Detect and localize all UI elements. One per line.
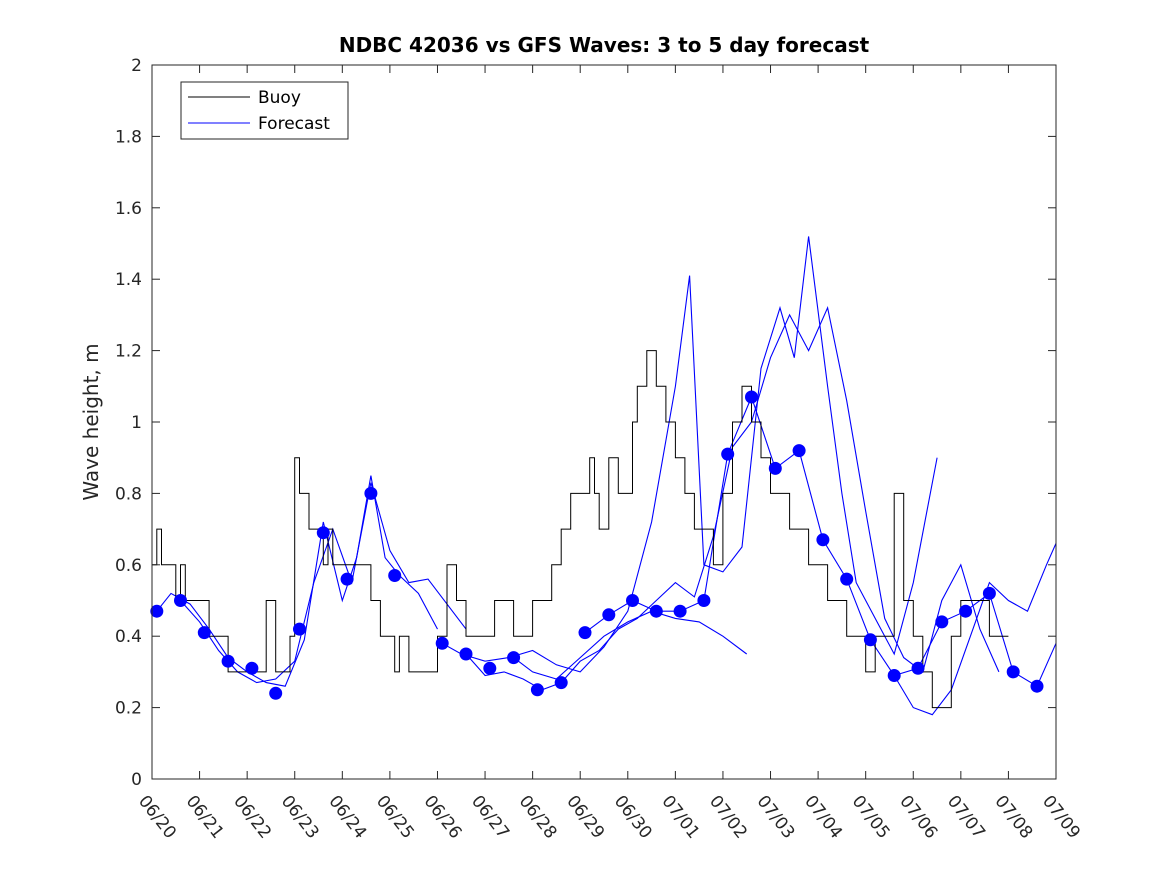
chart-title: NDBC 42036 vs GFS Waves: 3 to 5 day fore… (339, 33, 870, 57)
forecast-series-line (441, 236, 938, 673)
forecast-point (602, 608, 616, 622)
y-tick-label: 1.4 (115, 270, 142, 290)
buoy-series-line (152, 350, 1009, 709)
x-tick-label: 07/07 (943, 792, 989, 843)
y-tick-label: 0 (131, 770, 142, 790)
forecast-point (745, 390, 758, 404)
y-tick-label: 1 (131, 413, 142, 433)
x-tick-label: 06/27 (467, 792, 513, 843)
x-tick-label: 06/25 (372, 792, 418, 843)
forecast-point (792, 444, 806, 458)
forecast-point (578, 626, 592, 640)
x-tick-label: 07/01 (657, 792, 703, 843)
forecast-point (459, 647, 473, 661)
y-tick-label: 2 (131, 56, 142, 76)
forecast-series-line (513, 610, 748, 680)
x-tick-label: 06/28 (515, 792, 561, 843)
y-axis: 0 0.2 0.4 0.6 0.8 1 1.2 1.4 1.6 1.8 2 (115, 56, 1056, 790)
forecast-point (530, 683, 544, 697)
forecast-point (935, 615, 949, 629)
forecast-point (316, 526, 330, 540)
y-tick-label: 0.6 (115, 556, 142, 576)
y-tick-label: 0.8 (115, 484, 142, 504)
forecast-point (174, 594, 187, 607)
forecast-point (340, 572, 354, 586)
x-tick-label: 07/09 (1038, 792, 1084, 843)
legend-box (180, 81, 349, 140)
x-tick-label: 06/29 (562, 792, 608, 843)
forecast-point (911, 661, 925, 675)
y-tick-label: 0.4 (115, 627, 142, 647)
forecast-point (887, 669, 901, 682)
forecast-point (293, 622, 306, 636)
x-tick-label: 06/26 (420, 792, 466, 843)
x-tick-label: 07/04 (800, 792, 846, 843)
legend-forecast-label: Forecast (258, 114, 330, 134)
x-tick-label: 06/21 (182, 792, 228, 843)
y-tick-label: 1.2 (115, 342, 142, 362)
x-tick-label: 06/20 (134, 792, 180, 843)
x-tick-label: 06/24 (324, 792, 370, 843)
x-tick-label: 07/06 (895, 792, 941, 843)
forecast-point (554, 676, 568, 690)
x-tick-label: 07/05 (848, 792, 894, 843)
forecast-point (483, 661, 497, 675)
forecast-series-line (465, 306, 1000, 691)
forecast-point (959, 604, 973, 618)
forecast-point (626, 594, 639, 607)
forecast-point (768, 461, 782, 475)
forecast-point (721, 447, 735, 461)
y-axis-label: Wave height, m (79, 343, 103, 500)
x-tick-label: 06/23 (277, 792, 323, 843)
forecast-point (1006, 665, 1020, 679)
forecast-point (649, 604, 663, 618)
forecast-point (269, 686, 283, 700)
forecast-point (435, 636, 449, 650)
forecast-point (197, 626, 211, 640)
forecast-series-line (156, 475, 438, 687)
forecast-point (1030, 679, 1044, 693)
forecast-point (673, 604, 687, 618)
forecast-point (364, 486, 378, 500)
x-tick-label: 07/02 (705, 792, 751, 843)
y-tick-label: 1.8 (115, 127, 142, 147)
forecast-point (816, 533, 830, 547)
legend-buoy-label: Buoy (258, 88, 301, 108)
y-tick-label: 0.2 (115, 699, 142, 719)
forecast-point (863, 633, 877, 647)
forecast-point (221, 654, 235, 668)
forecast-series-line (893, 543, 1057, 716)
forecast-point (150, 604, 164, 618)
x-tick-label: 07/03 (753, 792, 799, 843)
forecast-point (507, 651, 521, 665)
forecast-point (982, 586, 996, 600)
x-tick-label: 07/08 (990, 792, 1036, 843)
legend: Buoy Forecast (180, 81, 349, 140)
x-tick-label: 06/30 (610, 792, 656, 843)
forecast-point (840, 572, 854, 586)
y-tick-label: 1.6 (115, 199, 142, 219)
plot-area (150, 236, 1057, 716)
forecast-point (388, 569, 402, 582)
x-tick-label: 06/22 (229, 792, 275, 843)
forecast-point (697, 594, 711, 607)
forecast-point (245, 661, 259, 675)
forecast-series-line (180, 482, 467, 684)
x-axis: 06/20 06/21 06/22 06/23 06/24 06/25 06/26 06/27… (134, 65, 1084, 843)
